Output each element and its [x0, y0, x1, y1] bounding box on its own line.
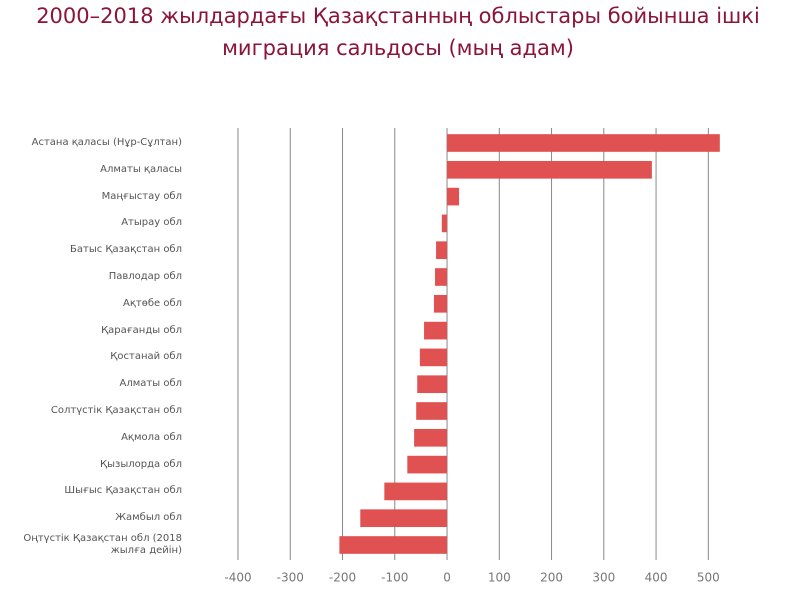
bar: [407, 455, 448, 474]
x-tick-label: 500: [697, 571, 720, 585]
bar: [417, 375, 448, 394]
y-tick-label: Қостанай обл: [110, 351, 182, 363]
bar: [433, 294, 448, 313]
y-tick-label: Солтүстік Қазақстан обл: [50, 405, 182, 416]
y-tick-label: Атырау обл: [121, 217, 182, 229]
y-tick-label: Қарағанды обл: [101, 324, 182, 336]
x-tick-label: 0: [443, 571, 451, 585]
y-tick-label: Маңғыстау обл: [101, 190, 182, 202]
y-tick-label: Ақтөбе обл: [123, 297, 182, 309]
bar: [424, 321, 448, 340]
bar: [416, 402, 448, 420]
bar: [441, 214, 448, 233]
x-tick-label: -400: [224, 571, 251, 585]
x-tick-label: 300: [592, 571, 615, 585]
y-tick-label: Жамбыл обл: [115, 512, 182, 524]
bar: [447, 134, 720, 152]
bar: [419, 348, 448, 367]
y-tick-label: Алматы қаласы: [100, 163, 182, 175]
x-tick-label: -300: [277, 571, 304, 585]
y-tick-label: Алматы обл: [119, 378, 182, 390]
bar: [447, 160, 652, 179]
y-tick-label: Астана қаласы (Нұр-Сұлтан): [31, 137, 182, 148]
y-tick-label: Оңтүстік Қазақстан обл (2018 жылға дейін…: [23, 533, 182, 556]
bar: [360, 509, 448, 528]
bar: [447, 187, 460, 206]
x-tick-label: 400: [645, 571, 668, 585]
y-tick-label: Павлодар обл: [108, 271, 182, 282]
bar: [435, 268, 448, 286]
y-tick-label: Батыс Қазақстан обл: [70, 244, 182, 256]
x-tick-label: -100: [381, 571, 408, 585]
y-tick-label: Шығыс Қазақстан обл: [64, 485, 182, 497]
bar: [384, 482, 448, 501]
bar: [436, 241, 448, 260]
x-tick-label: 200: [540, 571, 563, 585]
chart-title: 2000–2018 жылдардағы Қазақстанның облыст…: [36, 4, 760, 60]
bar: [339, 536, 448, 554]
x-tick-label: -200: [329, 571, 356, 585]
x-tick-label: 100: [488, 571, 511, 585]
y-tick-label: Ақмола обл: [121, 431, 182, 443]
bar: [414, 428, 448, 447]
y-tick-label: Қызылорда обл: [100, 458, 182, 470]
